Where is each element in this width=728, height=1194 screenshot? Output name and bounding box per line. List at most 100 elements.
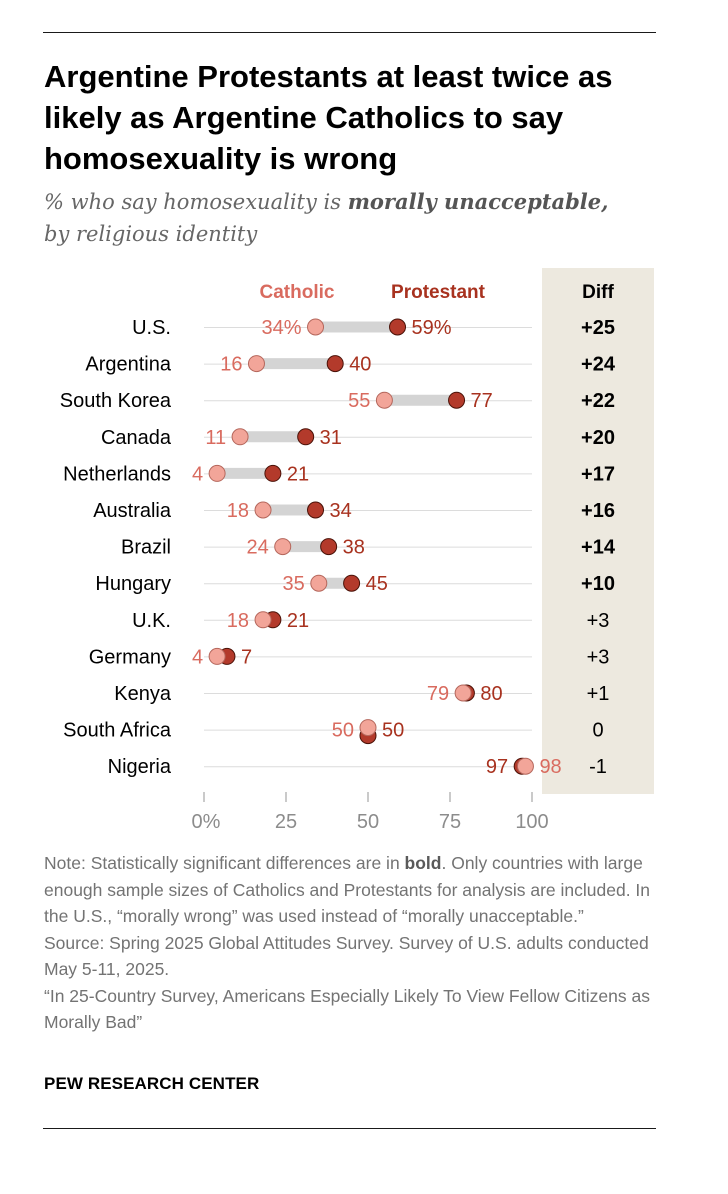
country-label: U.K. xyxy=(132,610,171,632)
protestant-value-label: 21 xyxy=(287,463,309,485)
catholic-dot xyxy=(208,464,226,482)
catholic-value-label: 98 xyxy=(539,756,561,778)
country-label: Argentina xyxy=(85,354,171,376)
x-axis-tick-label: 100 xyxy=(515,811,548,833)
top-rule xyxy=(43,32,656,33)
legend-catholic: Catholic xyxy=(260,282,335,303)
diff-values: +25+24+22+20+17+16+14+10+3+3+10-1 xyxy=(581,317,616,778)
diff-value: -1 xyxy=(589,756,607,778)
catholic-value-label: 18 xyxy=(227,610,249,632)
subtitle-emphasis: morally unacceptable, xyxy=(347,189,609,214)
x-axis-tick-label: 50 xyxy=(357,811,379,833)
catholic-value-label: 55 xyxy=(348,390,370,412)
diff-column-background xyxy=(542,268,654,794)
diff-value: +3 xyxy=(587,610,610,632)
catholic-dot xyxy=(375,391,393,409)
diff-value: +14 xyxy=(581,537,616,559)
protestant-dot xyxy=(297,428,315,446)
catholic-dot xyxy=(454,684,472,702)
catholic-value-label: 24 xyxy=(246,537,268,559)
protestant-dot xyxy=(320,538,338,556)
protestant-value-label: 40 xyxy=(349,354,371,376)
protestant-value-label: 77 xyxy=(471,390,493,412)
catholic-value-label: 35 xyxy=(283,573,305,595)
protestant-dot xyxy=(326,355,344,373)
protestant-value-label: 97 xyxy=(486,756,508,778)
diff-value: +20 xyxy=(581,427,615,449)
catholic-value-label: 4 xyxy=(192,646,203,668)
diff-value: +24 xyxy=(581,354,616,376)
note-prefix: Note: Statistically significant differen… xyxy=(44,853,405,873)
protestant-dot xyxy=(264,464,282,482)
x-axis-tick-label: 25 xyxy=(275,811,297,833)
diff-value: +10 xyxy=(581,573,615,595)
country-label: U.S. xyxy=(132,317,171,339)
protestant-dot xyxy=(343,574,361,592)
protestant-dot xyxy=(389,318,407,336)
data-labels: 34% 59% 16 40 55 77 11 31 4 21 18 34 24 38 35 45 18 21 4 7 7… xyxy=(192,317,562,778)
catholic-value-label: 79 xyxy=(427,683,449,705)
catholic-value-label: 4 xyxy=(192,463,203,485)
diff-value: +25 xyxy=(581,317,615,339)
protestant-dot xyxy=(448,391,466,409)
country-label: Canada xyxy=(101,427,172,449)
country-label: South Africa xyxy=(63,720,172,742)
country-label: South Korea xyxy=(60,390,172,412)
diff-value: +16 xyxy=(581,500,615,522)
catholic-value-label: 34% xyxy=(261,317,301,339)
catholic-value-label: 18 xyxy=(227,500,249,522)
catholic-dot xyxy=(516,757,534,775)
catholic-dot xyxy=(208,647,226,665)
note-suffix: . Only countries with large enough sampl… xyxy=(44,853,651,926)
note-significance: Note: Statistically significant differen… xyxy=(44,850,664,930)
diff-value: +22 xyxy=(581,390,615,412)
catholic-dot xyxy=(274,538,292,556)
x-axis-tick-label: 0% xyxy=(192,811,221,833)
country-label: Kenya xyxy=(114,683,172,705)
chart-note: Note: Statistically significant differen… xyxy=(44,850,664,1036)
catholic-dot xyxy=(247,355,265,373)
note-report-title: “In 25-Country Survey, Americans Especia… xyxy=(44,985,650,1033)
catholic-dot xyxy=(310,574,328,592)
country-label: Brazil xyxy=(121,537,171,559)
country-labels: U.S. Argentina South Korea Canada Netherland… xyxy=(60,317,172,778)
protestant-value-label: 21 xyxy=(287,610,309,632)
protestant-dot xyxy=(307,501,325,519)
diff-value: 0 xyxy=(592,720,603,742)
subtitle-prefix: % who say homosexuality is xyxy=(44,190,348,214)
catholic-value-label: 11 xyxy=(205,427,226,449)
protestant-value-label: 31 xyxy=(320,427,342,449)
catholic-value-label: 50 xyxy=(332,720,354,742)
catholic-dot xyxy=(254,611,272,629)
protestant-value-label: 7 xyxy=(241,646,252,668)
country-label: Australia xyxy=(93,500,172,522)
note-source: Source: Spring 2025 Global Attitudes Sur… xyxy=(44,932,649,980)
protestant-value-label: 45 xyxy=(366,573,388,595)
diff-value: +3 xyxy=(587,646,610,668)
protestant-value-label: 80 xyxy=(480,683,502,705)
x-axis-tick-label: 75 xyxy=(439,811,461,833)
subtitle-suffix: by religious identity xyxy=(44,222,258,246)
catholic-dot xyxy=(307,318,325,336)
country-label: Nigeria xyxy=(108,756,172,778)
protestant-value-label: 38 xyxy=(343,537,365,559)
country-label: Hungary xyxy=(95,573,171,595)
country-label: Netherlands xyxy=(63,463,171,485)
pew-research-center-logo: PEW RESEARCH CENTER xyxy=(44,1074,260,1093)
note-bold-word: bold xyxy=(404,853,442,873)
catholic-value-label: 16 xyxy=(220,354,242,376)
protestant-value-label: 59% xyxy=(412,317,452,339)
diff-header: Diff xyxy=(582,282,614,303)
protestant-value-label: 34 xyxy=(330,500,352,522)
legend-protestant: Protestant xyxy=(391,282,486,303)
data-dots xyxy=(208,318,534,775)
catholic-dot xyxy=(231,428,249,446)
x-axis: 0% 25 50 75 100 xyxy=(192,792,549,833)
protestant-value-label: 50 xyxy=(382,720,404,742)
chart-title: Argentine Protestants at least twice as … xyxy=(44,59,613,176)
chart-subtitle: % who say homosexuality is morally unacc… xyxy=(44,186,664,250)
diff-value: +1 xyxy=(587,683,610,705)
country-label: Germany xyxy=(89,646,171,668)
catholic-dot xyxy=(359,719,377,737)
